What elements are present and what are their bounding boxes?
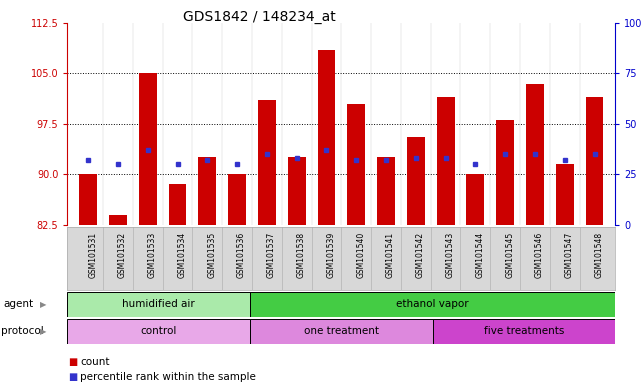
Text: control: control: [140, 326, 177, 336]
Bar: [67, 319, 250, 344]
Text: GSM101539: GSM101539: [326, 232, 335, 278]
Text: one treatment: one treatment: [304, 326, 379, 336]
Text: GSM101543: GSM101543: [445, 232, 454, 278]
Bar: [109, 215, 127, 225]
Text: GSM101546: GSM101546: [535, 232, 544, 278]
Text: GSM101548: GSM101548: [594, 232, 604, 278]
Bar: [556, 164, 574, 225]
Text: GDS1842 / 148234_at: GDS1842 / 148234_at: [183, 10, 335, 23]
Bar: [437, 97, 454, 225]
Bar: [79, 174, 97, 225]
Bar: [526, 84, 544, 225]
Bar: [258, 100, 276, 225]
Bar: [377, 157, 395, 225]
Bar: [250, 292, 615, 317]
Text: agent: agent: [3, 299, 33, 310]
Text: GSM101531: GSM101531: [88, 232, 97, 278]
Bar: [67, 292, 250, 317]
Text: GSM101547: GSM101547: [565, 232, 574, 278]
Text: GSM101538: GSM101538: [297, 232, 306, 278]
Text: GSM101532: GSM101532: [118, 232, 127, 278]
Bar: [139, 73, 156, 225]
Text: GSM101533: GSM101533: [147, 232, 157, 278]
Bar: [433, 319, 615, 344]
Bar: [228, 174, 246, 225]
Bar: [288, 157, 306, 225]
Text: ethanol vapor: ethanol vapor: [396, 299, 469, 310]
Text: ▶: ▶: [40, 300, 46, 309]
Text: GSM101537: GSM101537: [267, 232, 276, 278]
Bar: [467, 174, 485, 225]
Text: GSM101542: GSM101542: [416, 232, 425, 278]
Bar: [347, 104, 365, 225]
Text: ■: ■: [69, 357, 78, 367]
Bar: [169, 184, 187, 225]
Bar: [250, 319, 433, 344]
Text: GSM101534: GSM101534: [178, 232, 187, 278]
Text: protocol: protocol: [1, 326, 44, 336]
Text: five treatments: five treatments: [484, 326, 564, 336]
Bar: [407, 137, 425, 225]
Text: ▶: ▶: [40, 327, 46, 336]
Bar: [496, 121, 514, 225]
Text: GSM101536: GSM101536: [237, 232, 246, 278]
Text: GSM101541: GSM101541: [386, 232, 395, 278]
Text: ■: ■: [69, 372, 78, 382]
Text: GSM101545: GSM101545: [505, 232, 514, 278]
Text: GSM101535: GSM101535: [207, 232, 216, 278]
Bar: [317, 50, 335, 225]
Text: count: count: [80, 357, 110, 367]
Text: percentile rank within the sample: percentile rank within the sample: [80, 372, 256, 382]
Text: humidified air: humidified air: [122, 299, 195, 310]
Bar: [198, 157, 216, 225]
Text: GSM101544: GSM101544: [476, 232, 485, 278]
Text: GSM101540: GSM101540: [356, 232, 365, 278]
Bar: [586, 97, 603, 225]
